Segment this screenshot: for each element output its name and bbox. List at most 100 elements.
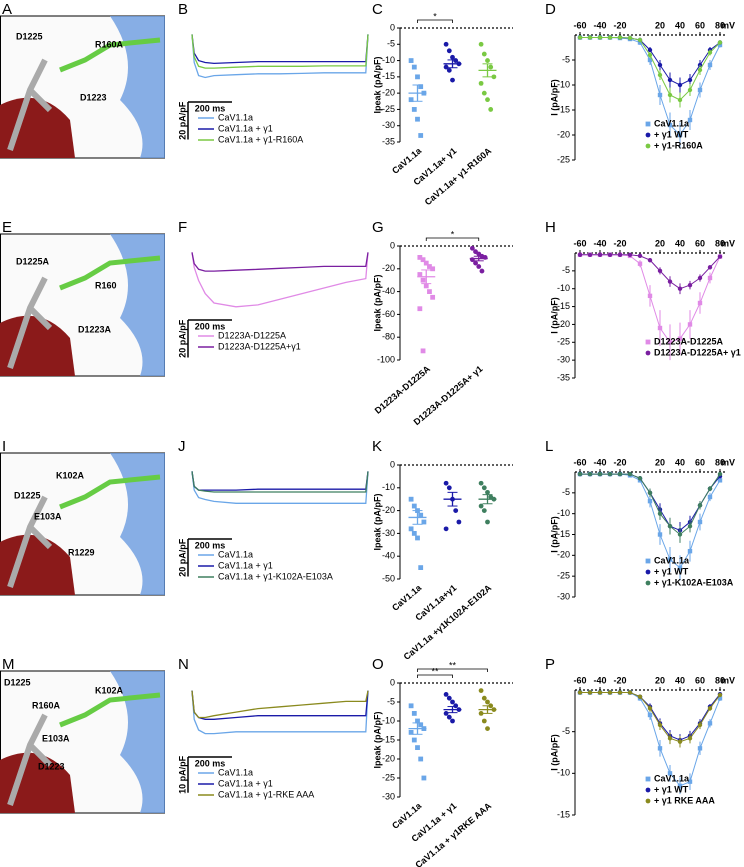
x-tick-label: -20 (613, 20, 626, 30)
data-point (717, 254, 723, 259)
ribbon (0, 752, 75, 813)
data-point (707, 62, 713, 68)
data-point (478, 711, 484, 716)
data-point (607, 252, 613, 257)
panel-letter: O (372, 656, 384, 673)
data-point (485, 97, 490, 103)
data-point (637, 253, 643, 259)
x-tick-label: 60 (695, 675, 705, 685)
data-point (657, 268, 663, 274)
x-tick-label: -60 (573, 238, 586, 248)
panel-letter: L (545, 438, 553, 455)
data-point (677, 132, 683, 138)
data-point (417, 306, 423, 312)
legend-label: CaV1.1a + γ1-RKE AAA (218, 789, 314, 799)
panel-letter: J (178, 438, 186, 455)
data-point (485, 489, 490, 495)
x-tick-label: 60 (695, 238, 705, 248)
significance-label: ** (431, 666, 439, 676)
data-point (617, 690, 623, 695)
data-point (687, 87, 693, 93)
y-tick-label: -15 (557, 104, 570, 114)
legend-label: + γ1-R160A (654, 140, 703, 150)
structure-image (0, 233, 165, 377)
y-tick-label: -25 (557, 154, 570, 164)
y-tick-label: -5 (387, 39, 395, 49)
legend-marker (645, 132, 651, 138)
residue-label: D1225 (16, 31, 43, 41)
residue-label: D1225 (4, 677, 31, 687)
data-point (488, 64, 494, 70)
data-point (469, 245, 475, 251)
data-point (443, 711, 449, 716)
legend-label: CaV1.1a (218, 549, 253, 559)
y-axis-title: Ipeak (pA/pF) (372, 711, 382, 768)
data-point (446, 67, 452, 73)
data-point (476, 264, 482, 269)
data-point (420, 348, 426, 354)
y-tick-label: -40 (382, 551, 395, 561)
data-point (587, 471, 593, 477)
y-tick-label: -30 (382, 120, 395, 130)
data-point (687, 779, 693, 784)
y-tick-label: -25 (557, 571, 570, 581)
scale-label-x: 200 ms (195, 540, 226, 550)
helix (110, 234, 165, 376)
y-tick-label: -10 (382, 482, 395, 492)
data-point (677, 336, 683, 341)
data-point (647, 293, 653, 299)
data-point (667, 122, 673, 128)
y-axis-title: Ipeak (pA/pF) (372, 493, 382, 550)
data-point (408, 97, 414, 103)
legend-marker (645, 339, 651, 345)
x-tick-label: 40 (675, 20, 685, 30)
x-tick-label: 80 (715, 457, 725, 467)
data-point (411, 711, 417, 716)
residue-label: R160 (95, 280, 117, 290)
y-tick-label: 0 (390, 240, 395, 250)
data-point (707, 486, 713, 491)
legend-label: CaV1.1a (218, 112, 253, 122)
stick (59, 255, 161, 291)
legend-label: D1223A-D1225A (218, 330, 286, 340)
data-point (677, 82, 683, 88)
data-point (420, 277, 426, 283)
data-point (418, 565, 424, 570)
data-point (667, 523, 673, 529)
data-point (491, 74, 497, 80)
data-point (657, 511, 663, 516)
data-point (687, 736, 693, 741)
data-point (607, 471, 613, 477)
y-tick-label: -50 (382, 573, 395, 583)
panel-letter: B (178, 1, 188, 18)
data-point (446, 695, 452, 701)
y-tick-label: -5 (387, 696, 395, 706)
legend-label: + γ1-K102A-E103A (654, 577, 734, 587)
data-point (478, 503, 484, 509)
data-point (647, 47, 653, 53)
panel-letter: F (178, 219, 187, 236)
y-axis-title: Ipeak (pA/pF) (372, 56, 382, 113)
data-point (481, 485, 487, 491)
data-point (415, 74, 420, 80)
data-point (687, 77, 693, 83)
data-point (677, 286, 683, 291)
data-point (415, 535, 420, 541)
data-point (687, 548, 693, 554)
scale-label-x: 200 ms (195, 103, 226, 113)
data-point (667, 77, 673, 83)
data-point (667, 279, 673, 284)
data-point (577, 35, 583, 40)
helix (110, 453, 165, 595)
data-point (647, 52, 653, 58)
x-tick-label: -20 (613, 238, 626, 248)
data-point (677, 97, 683, 103)
data-point (657, 325, 663, 331)
ribbon (0, 534, 75, 595)
x-axis-title: mV (721, 238, 735, 248)
x-tick-label: -60 (573, 457, 586, 467)
data-point (415, 745, 420, 750)
y-axis-title: I (pA/pF) (549, 516, 559, 553)
x-tick-label: 20 (655, 20, 665, 30)
data-point (411, 531, 417, 536)
